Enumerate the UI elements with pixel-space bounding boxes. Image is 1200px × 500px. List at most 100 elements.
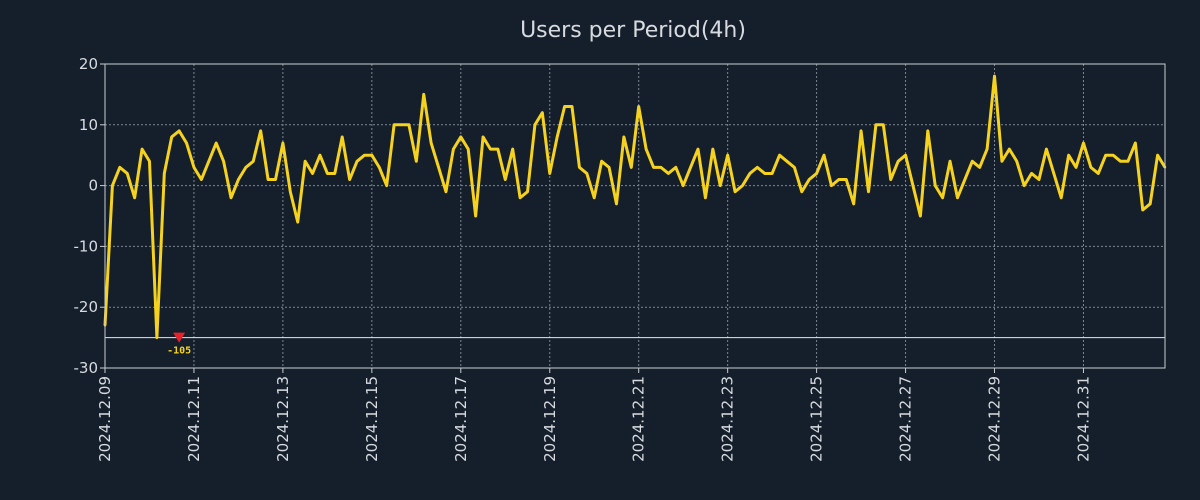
x-tick-label: 2024.12.31: [1074, 376, 1092, 462]
x-tick-label: 2024.12.13: [274, 376, 292, 462]
data-point: [400, 123, 403, 127]
data-point: [756, 166, 759, 169]
data-point: [437, 166, 440, 169]
data-point: [822, 154, 826, 157]
x-tick-label: 2024.12.11: [185, 376, 203, 462]
data-point: [578, 166, 581, 169]
data-point: [956, 196, 959, 199]
data-point: [778, 154, 781, 157]
y-tick-label: -20: [74, 298, 99, 316]
data-point: [459, 135, 463, 139]
data-point: [1141, 208, 1144, 212]
series-line: [103, 74, 1167, 340]
data-point: [748, 172, 752, 175]
data-point: [763, 172, 766, 175]
data-point: [474, 214, 477, 218]
data-point: [674, 166, 677, 169]
data-point: [407, 123, 411, 127]
data-point: [200, 178, 203, 181]
data-point: [496, 147, 500, 151]
data-point: [696, 147, 700, 151]
data-point: [741, 184, 744, 187]
data-point: [644, 147, 648, 151]
data-point: [259, 129, 262, 133]
data-point: [659, 166, 663, 169]
data-point: [948, 160, 952, 163]
data-point: [800, 190, 803, 193]
min-marker-label: -105: [167, 346, 191, 357]
data-point: [1097, 172, 1100, 175]
grid: [104, 63, 1165, 369]
data-point: [555, 135, 559, 139]
data-point: [511, 147, 514, 151]
data-point: [815, 172, 818, 175]
data-point: [985, 147, 989, 151]
data-point: [637, 105, 640, 108]
data-point: [896, 160, 900, 163]
data-point: [904, 154, 907, 157]
data-point: [533, 123, 537, 127]
x-axis: 2024.12.09 2024.12.11 2024.12.13 2024.12.15…: [96, 368, 1092, 462]
data-point: [1104, 154, 1107, 157]
data-point: [845, 178, 848, 181]
chart-title: Users per Period(4h): [520, 18, 746, 43]
data-point: [326, 172, 329, 175]
data-point: [378, 166, 381, 169]
data-point: [563, 105, 566, 108]
x-tick-label: 2024.12.21: [630, 376, 648, 462]
data-point: [711, 147, 715, 151]
data-point: [704, 196, 707, 199]
data-point: [911, 184, 915, 187]
y-axis: 20 10 0 -10 -20 -30: [74, 55, 105, 377]
data-point: [170, 135, 173, 139]
data-point: [415, 160, 418, 163]
data-point: [1156, 154, 1159, 157]
data-point: [1045, 147, 1048, 151]
data-point: [770, 172, 774, 175]
data-point: [192, 166, 196, 169]
data-point: [185, 141, 188, 145]
plot-border: [104, 63, 1166, 369]
data-point: [1126, 160, 1130, 163]
data-point: [1074, 166, 1078, 169]
data-point: [607, 166, 611, 169]
x-tick-label: 2024.12.27: [897, 376, 915, 462]
data-point: [1119, 160, 1122, 163]
data-point: [733, 190, 737, 193]
data-point: [133, 196, 136, 199]
data-point: [289, 190, 292, 193]
data-point: [237, 178, 240, 181]
x-tick-label: 2024.12.25: [808, 376, 826, 462]
data-point: [1000, 160, 1004, 163]
x-tick-label: 2024.12.09: [96, 376, 114, 462]
data-point: [882, 123, 885, 127]
data-point: [467, 147, 470, 151]
data-point: [363, 154, 366, 157]
data-point: [941, 196, 944, 199]
y-tick-label: 0: [88, 177, 98, 195]
x-tick-label: 2024.12.19: [541, 376, 559, 462]
data-point: [1060, 196, 1063, 199]
data-point: [830, 184, 833, 187]
data-point: [422, 93, 425, 96]
data-point: [726, 154, 729, 157]
data-point: [889, 178, 892, 181]
plot-frame: [104, 63, 1166, 369]
data-point: [1089, 166, 1093, 169]
data-point: [852, 202, 855, 206]
data-point: [163, 172, 166, 175]
data-point: [148, 160, 151, 163]
data-point: [993, 74, 996, 78]
data-point: [140, 147, 144, 151]
data-point: [452, 147, 455, 151]
data-point: [1082, 141, 1085, 145]
data-point: [244, 166, 248, 169]
data-point: [1008, 147, 1011, 151]
data-point: [874, 123, 878, 127]
data-point: [867, 190, 870, 193]
data-point: [229, 196, 233, 199]
data-point: [111, 184, 114, 187]
data-point: [118, 166, 122, 169]
data-point: [311, 172, 314, 175]
data-point: [1067, 154, 1070, 157]
